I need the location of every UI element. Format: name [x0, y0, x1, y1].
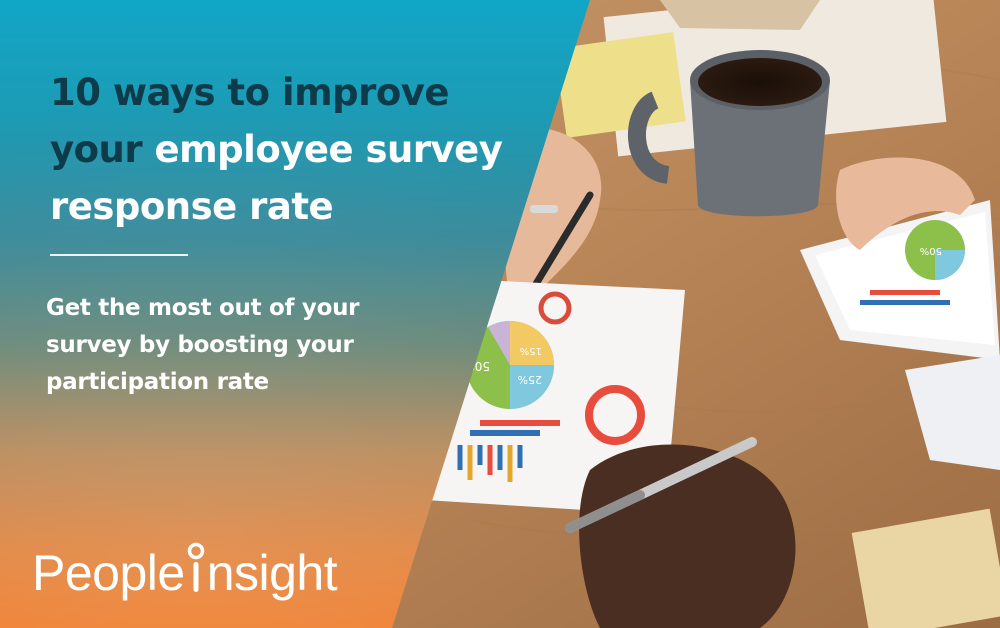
tablet-pie-label: 50% [920, 245, 942, 256]
headline-line-2a: your [50, 128, 155, 171]
headline: 10 ways to improve your employee survey … [50, 64, 520, 235]
logo-text-end: nsight [206, 545, 338, 601]
headline-line-3: response rate [50, 185, 334, 228]
subheadline-line-1: Get the most out of your [46, 295, 360, 321]
headline-line-2b: employee survey [154, 128, 503, 171]
subheadline-line-3: participation rate [46, 369, 269, 395]
subheadline-line-2: survey by boosting your [46, 332, 354, 358]
hand-bottom [565, 437, 796, 628]
subheadline: Get the most out of your survey by boost… [46, 290, 446, 401]
coffee-mug [628, 50, 830, 217]
logo-i-mark [185, 540, 207, 602]
divider [50, 254, 188, 256]
peopleinsight-logo: People nsight [32, 540, 338, 606]
logo-text-start: People [32, 545, 185, 601]
pie-label-blue: 25% [518, 373, 542, 386]
pie-label-yellow: 15% [520, 345, 542, 356]
headline-line-1: 10 ways to improve [50, 71, 450, 114]
